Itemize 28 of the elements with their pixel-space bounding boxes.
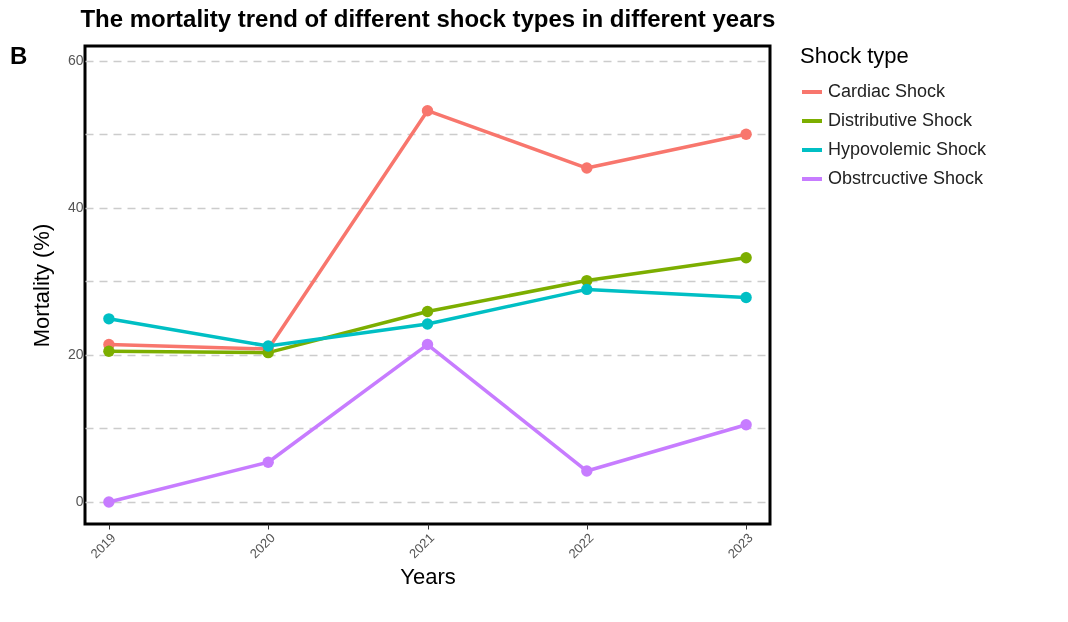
y-axis-title: Mortality (%) <box>28 223 54 348</box>
text: B <box>10 42 28 70</box>
point <box>103 313 115 325</box>
chart-title: The mortality trend of different shock types in different years <box>80 5 776 32</box>
y-tick-label: 20 <box>67 346 84 363</box>
y-tick-label: 0 <box>75 493 84 510</box>
point <box>581 465 593 477</box>
legend-label: Distributive Shock <box>828 110 974 130</box>
point <box>103 345 115 357</box>
point <box>740 419 752 431</box>
point <box>581 162 593 174</box>
point <box>421 305 434 318</box>
point <box>421 338 434 351</box>
point <box>740 252 752 264</box>
point <box>421 105 434 117</box>
point <box>740 128 752 140</box>
point <box>103 496 115 508</box>
legend-label: Cardiac Shock <box>828 81 947 101</box>
y-tick-label: 40 <box>67 199 84 216</box>
x-axis-title: Years <box>400 564 456 590</box>
y-tick-label: 60 <box>67 52 84 69</box>
point <box>581 283 593 296</box>
point <box>740 291 752 304</box>
point <box>421 318 434 330</box>
legend-title: Shock type <box>800 43 909 68</box>
legend-label: Obstrcuctive Shock <box>828 168 985 188</box>
legend-label: Hypovolemic Shock <box>828 139 988 159</box>
point <box>262 456 274 468</box>
